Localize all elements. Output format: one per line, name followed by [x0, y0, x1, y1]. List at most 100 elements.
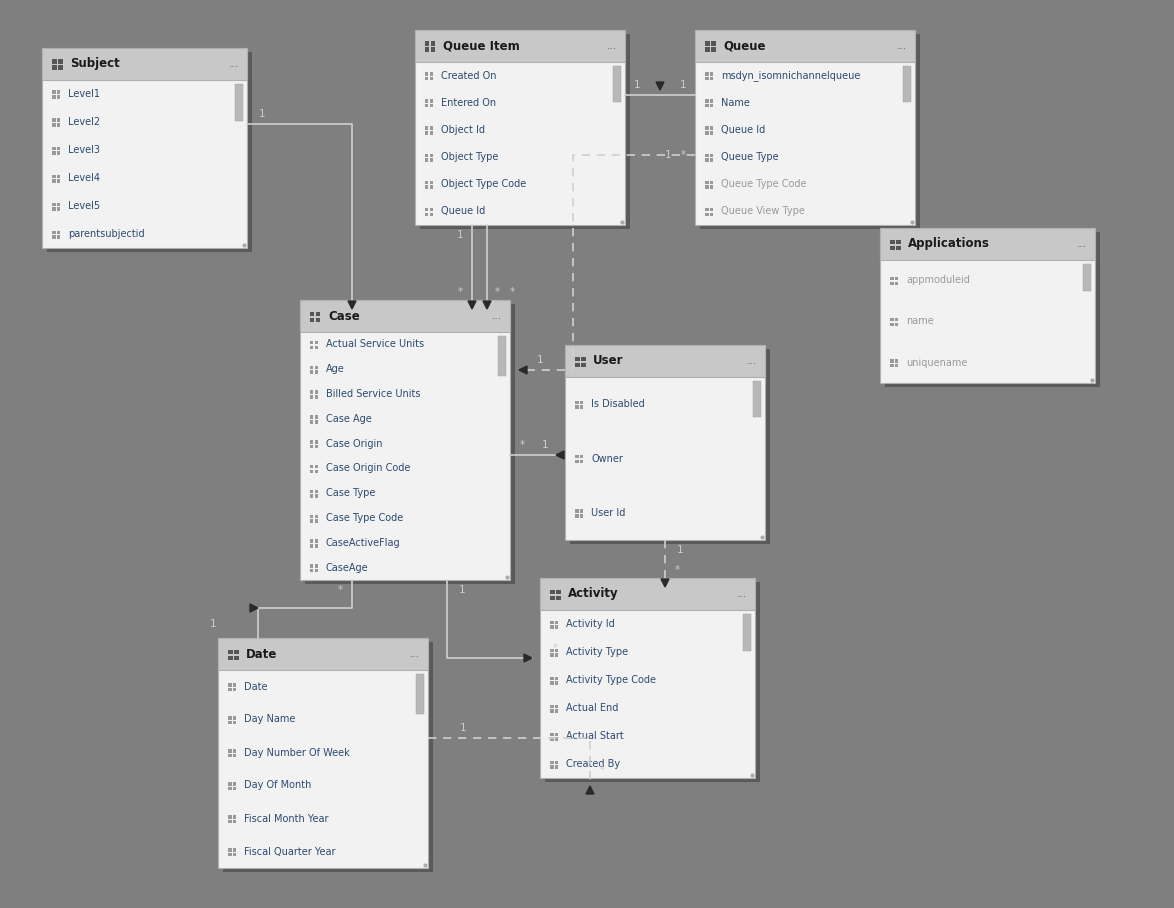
Bar [554, 705, 558, 708]
Bar [315, 489, 318, 493]
Bar [316, 311, 321, 316]
Bar [430, 212, 433, 216]
FancyBboxPatch shape [301, 300, 510, 580]
Bar [52, 235, 55, 239]
Text: Level1: Level1 [68, 89, 100, 99]
Bar [52, 202, 55, 206]
Bar [228, 754, 231, 757]
Bar [554, 676, 558, 680]
Text: Fiscal Quarter Year: Fiscal Quarter Year [244, 846, 336, 856]
Text: Applications: Applications [908, 238, 990, 251]
Bar [56, 152, 60, 154]
Bar [580, 514, 583, 518]
Bar [710, 77, 713, 80]
FancyBboxPatch shape [695, 30, 915, 62]
FancyBboxPatch shape [301, 300, 510, 332]
Text: Level2: Level2 [68, 117, 100, 127]
Bar [228, 656, 232, 660]
FancyBboxPatch shape [695, 30, 915, 225]
Bar [613, 66, 621, 102]
Polygon shape [483, 301, 491, 309]
Bar [711, 47, 715, 52]
Bar [710, 131, 713, 134]
Text: 1: 1 [210, 619, 216, 629]
Bar [315, 519, 318, 523]
Text: Billed Service Units: Billed Service Units [326, 389, 420, 399]
Bar [425, 185, 429, 189]
Text: Case Origin Code: Case Origin Code [326, 463, 411, 473]
Bar [315, 420, 318, 423]
Bar [554, 709, 558, 713]
Bar [52, 207, 55, 211]
Bar [58, 60, 62, 64]
Bar [52, 146, 55, 150]
Bar [710, 126, 713, 130]
Bar [890, 281, 893, 285]
Bar [710, 181, 713, 184]
Bar [228, 749, 231, 753]
Bar [575, 509, 579, 513]
Bar [549, 709, 553, 713]
Polygon shape [519, 366, 527, 374]
Bar [549, 765, 553, 769]
Text: *: * [510, 287, 514, 297]
Bar [310, 318, 315, 322]
Text: User Id: User Id [591, 508, 626, 518]
Bar [232, 683, 236, 686]
Bar [890, 318, 893, 321]
Bar [315, 539, 318, 543]
Bar [580, 509, 583, 513]
Text: Day Of Month: Day Of Month [244, 781, 311, 791]
Text: 1: 1 [258, 109, 265, 119]
Polygon shape [250, 604, 258, 612]
Text: Entered On: Entered On [441, 98, 497, 108]
Bar [310, 465, 313, 469]
FancyBboxPatch shape [42, 48, 247, 248]
Bar [235, 84, 243, 121]
Bar [228, 683, 231, 686]
Bar [554, 648, 558, 652]
FancyBboxPatch shape [218, 638, 429, 670]
Bar [56, 146, 60, 150]
Bar [310, 420, 313, 423]
Text: Case: Case [328, 310, 359, 322]
Bar [710, 72, 713, 75]
Bar [430, 77, 433, 80]
Bar [425, 104, 429, 107]
Text: Age: Age [326, 364, 345, 374]
Bar [310, 346, 313, 349]
Bar [310, 494, 313, 498]
Text: Subject: Subject [70, 57, 120, 71]
Bar [232, 786, 236, 790]
Bar [581, 362, 586, 367]
Text: Day Number Of Week: Day Number Of Week [244, 747, 350, 757]
Bar [430, 208, 433, 212]
Bar [554, 761, 558, 764]
Text: parentsubjectid: parentsubjectid [68, 229, 144, 239]
FancyBboxPatch shape [885, 232, 1100, 387]
Bar [228, 815, 231, 818]
Bar [710, 185, 713, 189]
FancyBboxPatch shape [218, 638, 429, 868]
FancyBboxPatch shape [42, 48, 247, 80]
Text: Activity Type: Activity Type [566, 647, 628, 657]
Bar [425, 72, 429, 75]
Bar [315, 366, 318, 370]
Bar [315, 515, 318, 518]
Bar [549, 596, 554, 600]
Text: CaseActiveFlag: CaseActiveFlag [326, 538, 400, 548]
FancyBboxPatch shape [565, 345, 765, 540]
Polygon shape [556, 451, 564, 459]
Bar [895, 322, 898, 326]
Bar [315, 469, 318, 473]
Bar [431, 42, 436, 46]
Text: Actual End: Actual End [566, 703, 619, 713]
Bar [710, 212, 713, 216]
Text: *: * [674, 565, 680, 575]
Bar [232, 815, 236, 818]
Bar [706, 208, 708, 212]
Bar [228, 820, 231, 824]
Bar [315, 465, 318, 469]
Bar [554, 653, 558, 656]
Bar [710, 158, 713, 162]
